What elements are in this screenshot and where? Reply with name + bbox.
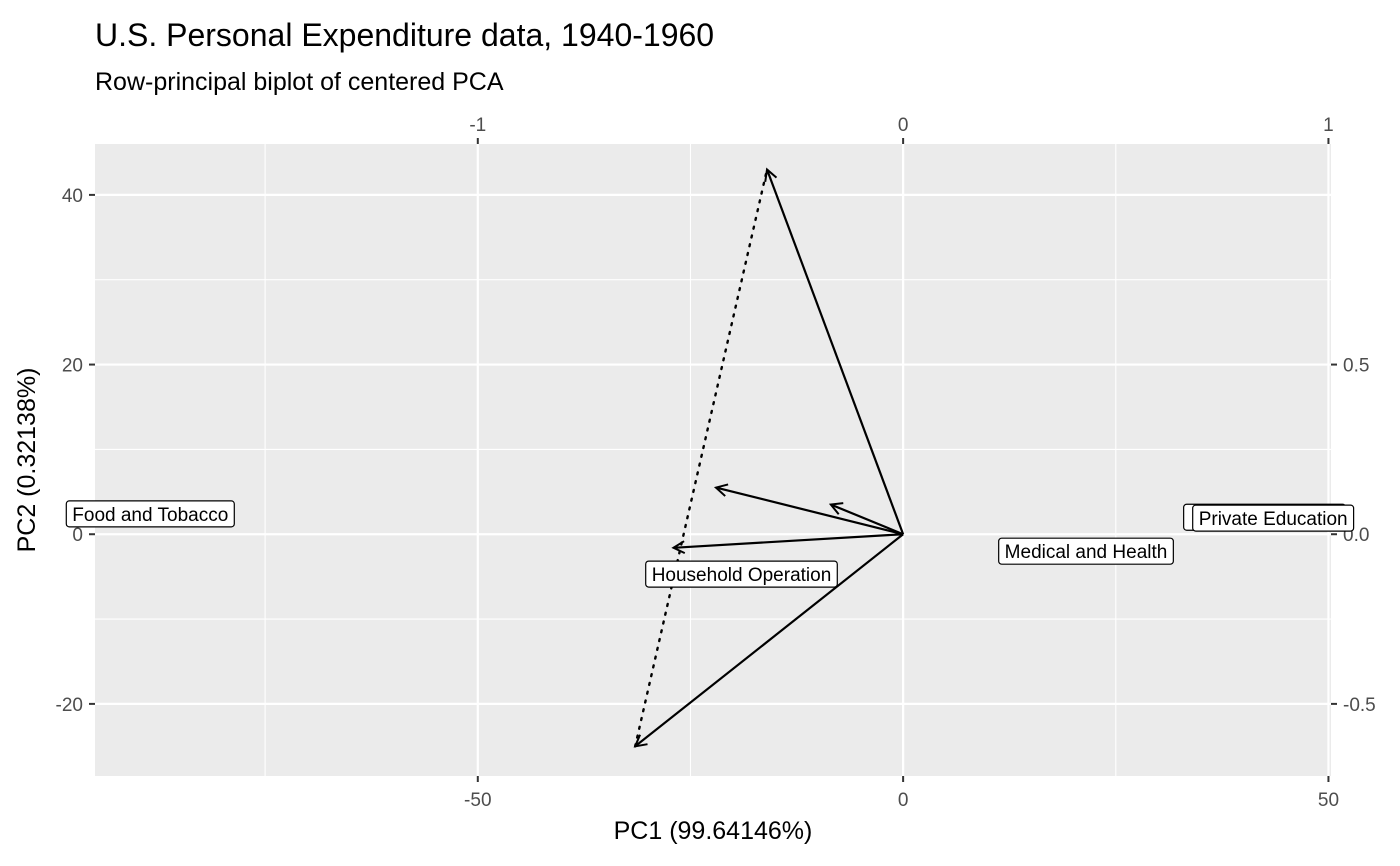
point-label: Food and Tobacco [65, 500, 235, 528]
point-label-box [645, 560, 838, 588]
right-tick-label: 0.5 [1343, 356, 1369, 377]
chart-marks: Food and Tobacco Household Operation Medic… [65, 168, 1355, 748]
point-label: Household Operation [645, 560, 838, 588]
point-label: Medical and Health [998, 537, 1174, 565]
y-tick-label: -20 [56, 695, 83, 716]
x-tick-label: 0 [898, 790, 909, 811]
y-tick-label: 40 [62, 186, 83, 207]
point-label-text: Food and Tobacco [72, 505, 228, 526]
dotted-arrow [633, 168, 769, 748]
loading-arrow [716, 488, 904, 536]
x-axis-label: PC1 (99.64146%) [614, 817, 813, 845]
loading-arrow [831, 505, 904, 536]
y-tick-label: 0 [72, 525, 83, 546]
plot-panel [95, 144, 1331, 776]
point-label: Private Education [1192, 504, 1355, 532]
loading-arrow [635, 533, 904, 746]
y-axis-label: PC2 (0.32138%) [13, 368, 41, 553]
chart-title: U.S. Personal Expenditure data, 1940-196… [95, 17, 714, 53]
point-label-text: Private Education [1199, 509, 1348, 530]
top-tick-label: 1 [1323, 115, 1334, 136]
point-label-box [65, 500, 235, 528]
x-tick-label: 50 [1318, 790, 1339, 811]
top-tick-label: -1 [469, 115, 486, 136]
point-label-box [998, 537, 1174, 565]
point-label-text: Medical and Health [1005, 542, 1168, 563]
loading-arrow [767, 169, 905, 535]
x-tick-label: -50 [464, 790, 491, 811]
point-label-box [1192, 504, 1355, 532]
loading-arrow [673, 533, 904, 548]
right-tick-label: -0.5 [1343, 695, 1376, 716]
chart-subtitle: Row-principal biplot of centered PCA [95, 68, 504, 96]
point-label-text: Household Operation [652, 565, 832, 586]
y-tick-label: 20 [62, 356, 83, 377]
top-tick-label: 0 [898, 115, 909, 136]
grid-lines [95, 144, 1331, 776]
